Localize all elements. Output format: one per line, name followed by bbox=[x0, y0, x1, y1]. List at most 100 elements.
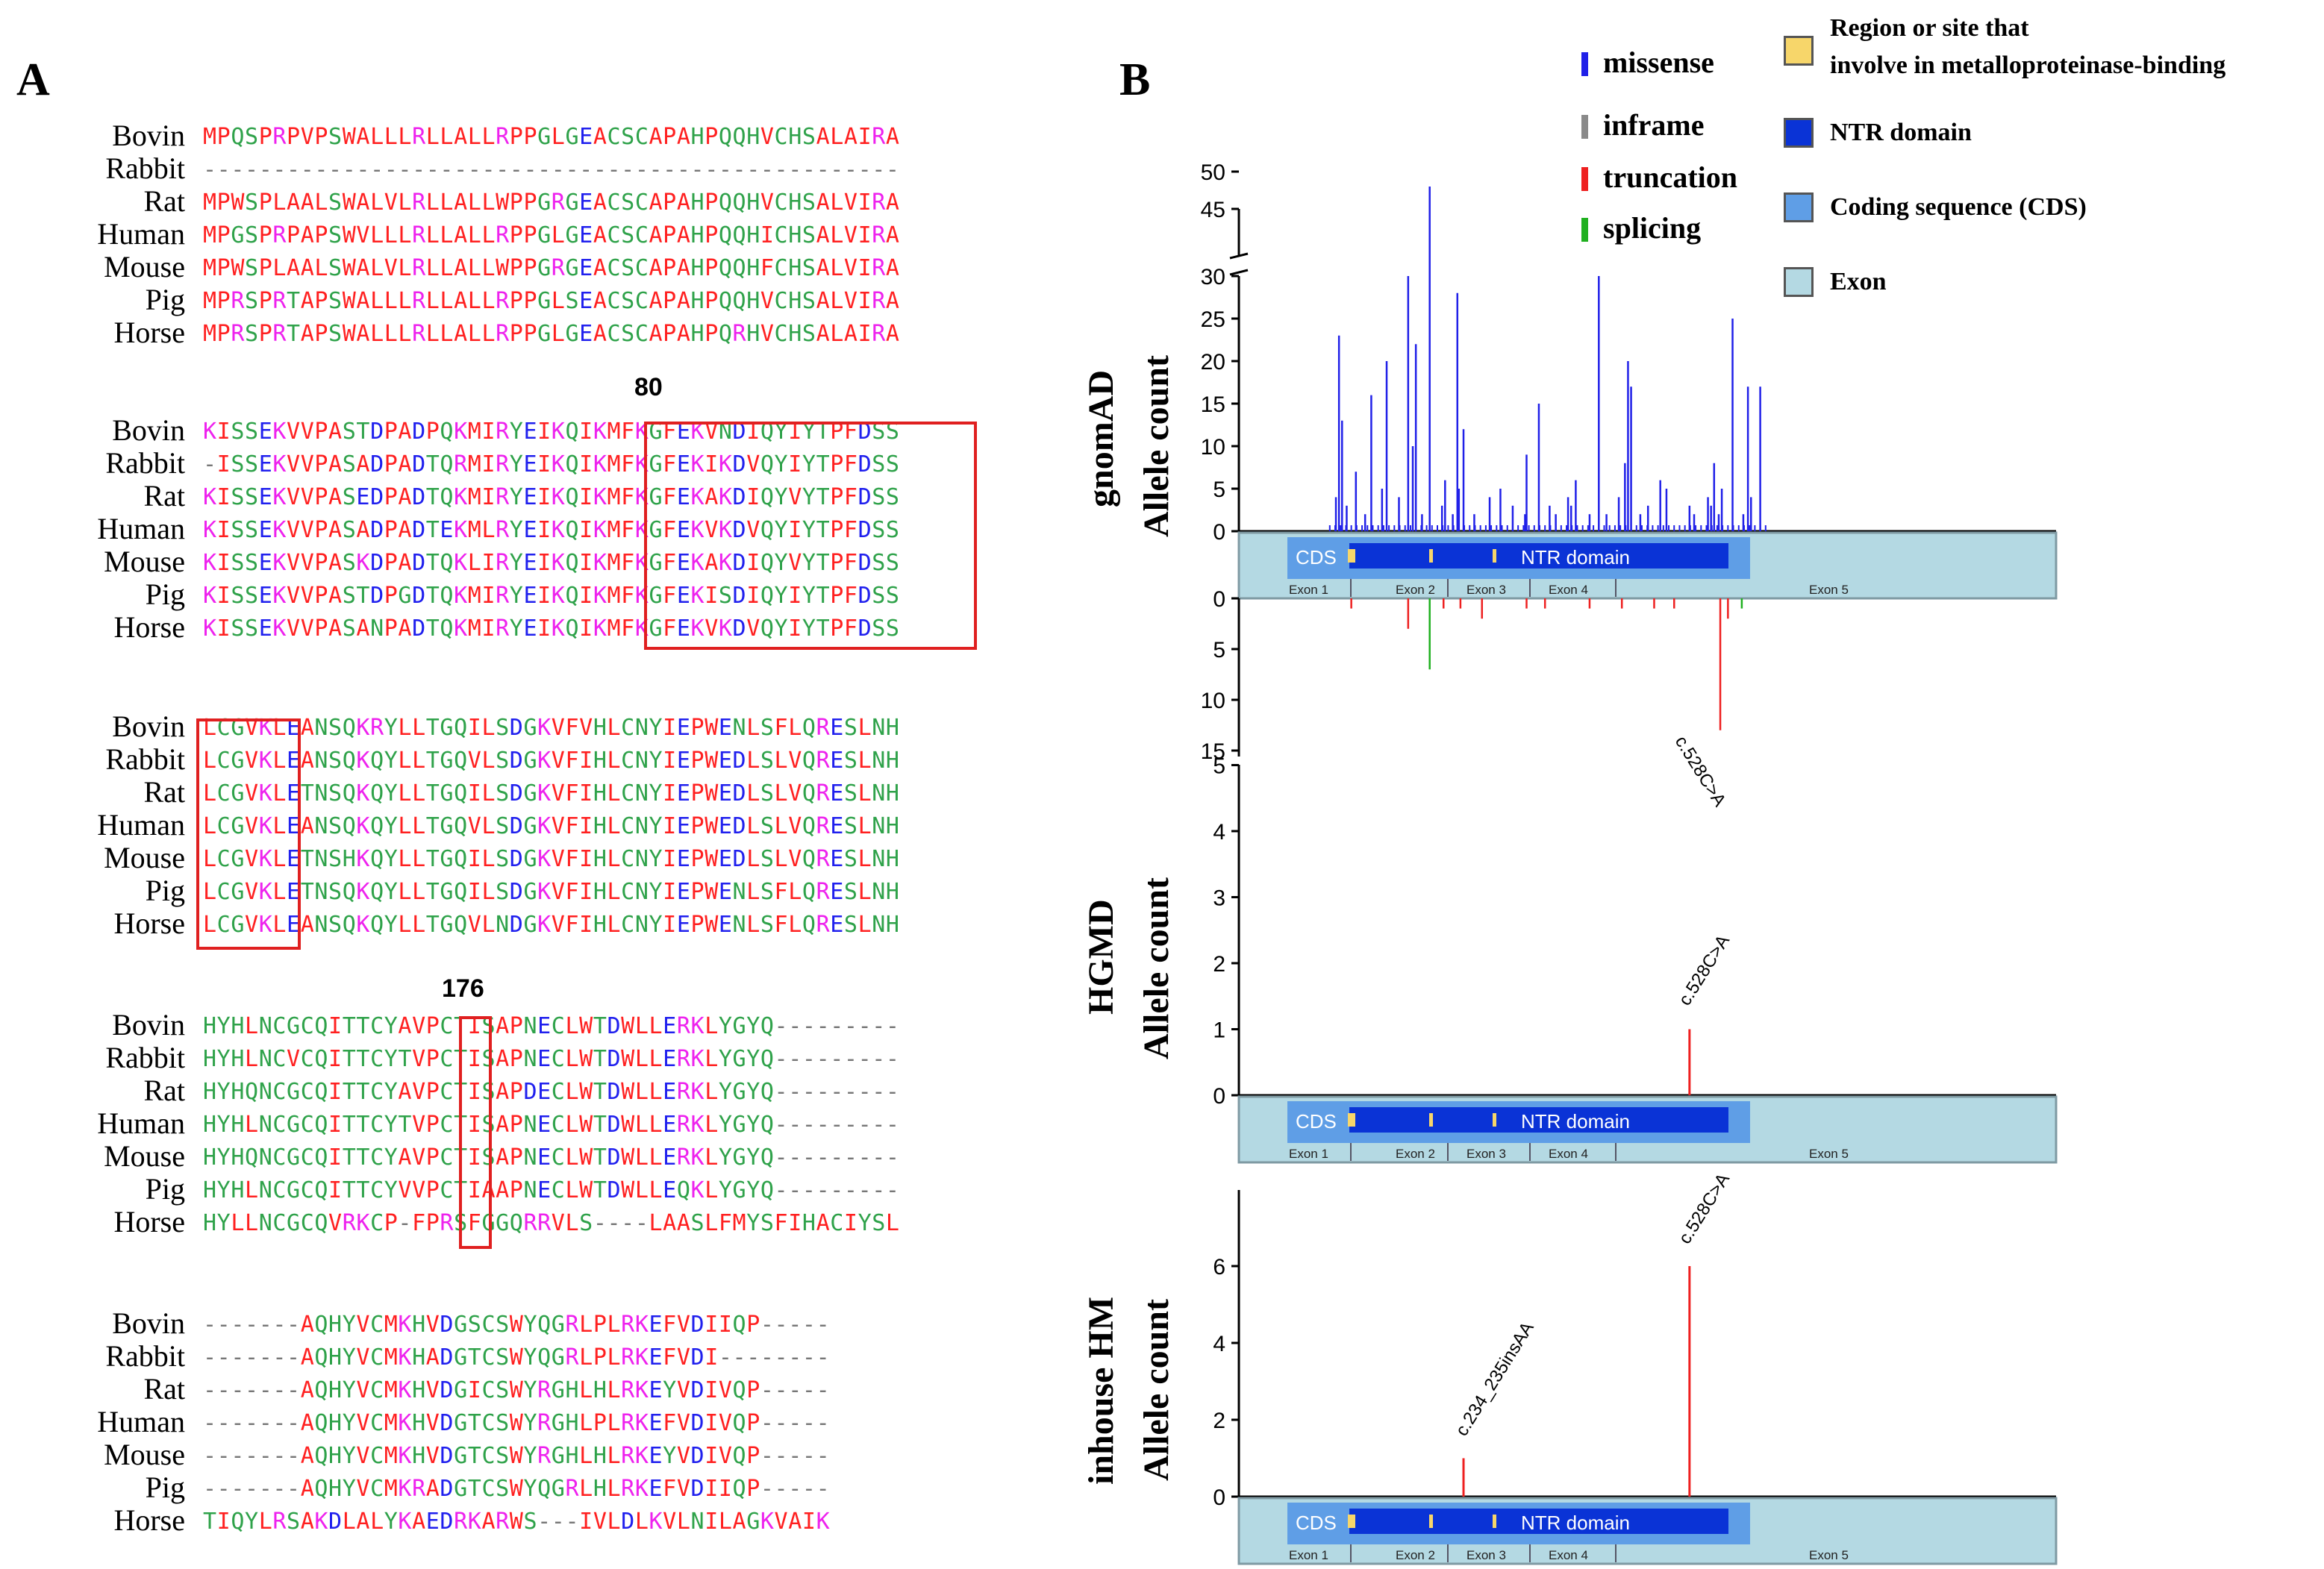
legend-region-line1: Region or site that bbox=[1830, 14, 2029, 42]
gene-track-3-region-site bbox=[1429, 1515, 1433, 1528]
legend-missense: missense bbox=[1603, 46, 1714, 79]
gene-track-1-exon-label: Exon 2 bbox=[1396, 583, 1435, 597]
species-name: Mouse bbox=[104, 250, 185, 284]
position-176-box bbox=[459, 1016, 492, 1249]
sequence-row: HYHLNCGCQITTCYTVPCTISAPNECLWTDWLLERKLYGY… bbox=[203, 1112, 900, 1138]
species-name: Rat bbox=[143, 1074, 185, 1107]
sequence-row: MPQSPRPVPSWALLLRLLALLRPPGLGEACSCAPAHPQQH… bbox=[203, 124, 900, 150]
gnomad-lower-tick-label: 0 bbox=[1213, 587, 1225, 612]
sequence-row: HYHLNCGCQITTCYAVPCTISAPNECLWTDWLLERKLYGY… bbox=[203, 1013, 900, 1039]
gene-track-2-ntr-label: NTR domain bbox=[1521, 1110, 1630, 1133]
sequence-row: LCGVKLEANSQKQYLLTGQVLSDGKVFIHLCNYIEPWEDL… bbox=[203, 813, 900, 839]
sequence-row: HYHLNCGCQITTCYVVPCTIAAPNECLWTDWLLEQKLYGY… bbox=[203, 1177, 900, 1203]
sequence-row: -------AQHYVCMKHVDGTCSWYRGHLHLRKEYVDIVQP… bbox=[203, 1443, 831, 1469]
panel-b-label: B bbox=[1119, 54, 1151, 105]
exon-swatch bbox=[1784, 267, 1814, 297]
species-name: Bovin bbox=[112, 413, 185, 447]
hgmd-annotation: c.528C>A bbox=[1675, 931, 1734, 1009]
gene-track-2-cds-label: CDS bbox=[1296, 1110, 1337, 1133]
species-name: Mouse bbox=[104, 545, 185, 578]
sequence-row: MPWSPLAALSWALVLRLLALLWPPGRGEACSCAPAHPQQH… bbox=[203, 255, 900, 281]
gnomad-y-tick-label: 45 bbox=[1201, 198, 1225, 222]
species-name: Pig bbox=[145, 1471, 185, 1504]
species-name: Bovin bbox=[112, 1008, 185, 1042]
species-name: Horse bbox=[113, 316, 185, 349]
gene-track-1-cds-label: CDS bbox=[1296, 546, 1337, 569]
gene-track-3-ntr-label: NTR domain bbox=[1521, 1512, 1630, 1534]
sequence-row: TIQYLRSAKDLALYKAEDRKARWS---IVLDLKVLNILAG… bbox=[203, 1509, 831, 1535]
gene-track-3-exon-label: Exon 4 bbox=[1549, 1548, 1588, 1562]
sequence-row: HYHLNCVCQITTCYTVPCTISAPNECLWTDWLLERKLYGY… bbox=[203, 1046, 900, 1072]
sequence-row: KISSEKVVPASEDPADTQKMIRYEIKQIKMFKGFEKAKDI… bbox=[203, 484, 900, 510]
species-name: Pig bbox=[145, 874, 185, 907]
hgmd-y-axis-tick-label: 0 bbox=[1213, 1084, 1225, 1109]
legend-ntr: NTR domain bbox=[1830, 119, 1972, 146]
gene-track-2-exon-label: Exon 2 bbox=[1396, 1147, 1435, 1161]
gene-track-2-region-site bbox=[1429, 1113, 1433, 1127]
gnomad-lower-tick-label: 15 bbox=[1201, 739, 1225, 764]
sequence-row: MPRSPRTAPSWALLLRLLALLRPPGLGEACSCAPAHPQRH… bbox=[203, 321, 900, 347]
sequence-row: -------AQHYVCMKHADGTCSWYQGRLPLRKEFVDI---… bbox=[203, 1344, 831, 1371]
inframe-swatch bbox=[1581, 115, 1588, 139]
gene-track-2-exon-label: Exon 4 bbox=[1549, 1147, 1588, 1161]
species-name: Horse bbox=[113, 610, 185, 644]
inhouse-y-axis-tick-label: 6 bbox=[1213, 1255, 1225, 1280]
species-name: Horse bbox=[113, 1205, 185, 1238]
hgmd-y-axis-tick-label: 1 bbox=[1213, 1018, 1225, 1043]
sequence-row: KISSEKVVPASTDPGDTQKMIRYEIKQIKMFKGFEKISDI… bbox=[203, 583, 900, 609]
species-name: Mouse bbox=[104, 841, 185, 874]
sequence-row: KISSEKVVPASKDPADTQKLIRYEIKQIKMFKGFEKAKDI… bbox=[203, 550, 900, 576]
legend-exon: Exon bbox=[1830, 268, 1887, 295]
species-name: Mouse bbox=[104, 1438, 185, 1471]
gene-track-3-exon-label: Exon 1 bbox=[1289, 1548, 1328, 1562]
inhouse-y-axis-tick-label: 4 bbox=[1213, 1332, 1225, 1356]
gene-track-2-ntr bbox=[1349, 1107, 1728, 1133]
legend-splicing: splicing bbox=[1603, 211, 1702, 245]
inhouse-annotation: c.528C>A bbox=[1675, 1170, 1734, 1247]
species-name: Bovin bbox=[112, 1306, 185, 1340]
gene-track-1-ntr bbox=[1349, 543, 1728, 569]
gene-track-3-exon-label: Exon 2 bbox=[1396, 1548, 1435, 1562]
gene-track-1-exon-label: Exon 4 bbox=[1549, 583, 1588, 597]
sequence-row: -------AQHYVCMKHVDGICSWYRGHLHLRKEYVDIVQP… bbox=[203, 1377, 831, 1403]
species-name: Horse bbox=[113, 906, 185, 940]
species-name: Rat bbox=[143, 479, 185, 513]
legend-region-line2: involve in metalloproteinase-binding bbox=[1830, 51, 2226, 79]
position-80-label: 80 bbox=[634, 373, 663, 401]
gene-track-2-exon-label: Exon 3 bbox=[1466, 1147, 1506, 1161]
species-name: Human bbox=[97, 512, 185, 545]
sequence-row: LCGVKLEANSQKQYLLTGQVLSDGKVFIHLCNYIEPWEDL… bbox=[203, 748, 900, 774]
gene-track-3-cds-label: CDS bbox=[1296, 1512, 1337, 1534]
gene-track-1-exon-label: Exon 5 bbox=[1809, 583, 1849, 597]
species-name: Bovin bbox=[112, 119, 185, 152]
species-name: Human bbox=[97, 1405, 185, 1438]
gene-track-2-region-site bbox=[1348, 1113, 1355, 1127]
sequence-row: KISSEKVVPASADPADTEKMLRYEIKQIKMFKGFEKVKDV… bbox=[203, 517, 900, 543]
gene-track-1-exon-label: Exon 3 bbox=[1466, 583, 1506, 597]
metalloproteinase-site-box-1 bbox=[644, 422, 977, 650]
species-name: Rabbit bbox=[105, 151, 185, 185]
region-swatch bbox=[1784, 36, 1814, 66]
gnomad-annotation: c.528C>A bbox=[1671, 733, 1730, 810]
metalloproteinase-site-box-2 bbox=[196, 718, 301, 950]
sequence-row: ----------------------------------------… bbox=[203, 157, 900, 183]
gnomad-y-tick-label: 50 bbox=[1201, 160, 1225, 185]
legend-inframe: inframe bbox=[1603, 108, 1705, 142]
hgmd-y-axis-tick-label: 3 bbox=[1213, 886, 1225, 911]
truncation-swatch bbox=[1581, 167, 1588, 191]
gene-track-1-ntr-label: NTR domain bbox=[1521, 546, 1630, 569]
panel-a-label: A bbox=[16, 54, 50, 105]
gene-track-1-region-site bbox=[1429, 549, 1433, 563]
legend-cds: Coding sequence (CDS) bbox=[1830, 193, 2087, 221]
gnomad-y-tick-label: 25 bbox=[1201, 307, 1225, 332]
species-name: Human bbox=[97, 808, 185, 842]
species-name: Rabbit bbox=[105, 1339, 185, 1373]
species-name: Mouse bbox=[104, 1139, 185, 1173]
gene-track-3-region-site bbox=[1348, 1515, 1355, 1528]
gnomad-lower-tick-label: 5 bbox=[1213, 638, 1225, 663]
missense-swatch bbox=[1581, 52, 1588, 76]
gnomad-y-tick-label: 20 bbox=[1201, 350, 1225, 375]
gnomad-y-tick-label: 15 bbox=[1201, 392, 1225, 417]
gnomad-y-tick-label: 10 bbox=[1201, 435, 1225, 460]
